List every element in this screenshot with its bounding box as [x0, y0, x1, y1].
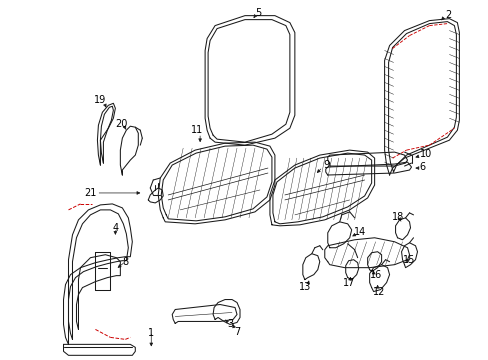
- Text: 7: 7: [233, 327, 240, 337]
- Text: 14: 14: [353, 227, 365, 237]
- Text: 4: 4: [112, 223, 118, 233]
- Text: 2: 2: [445, 10, 450, 20]
- Text: 3: 3: [226, 319, 233, 329]
- Text: 6: 6: [419, 162, 425, 172]
- Text: 1: 1: [148, 328, 154, 338]
- Text: 11: 11: [191, 125, 203, 135]
- Text: 10: 10: [419, 149, 431, 159]
- Text: 5: 5: [254, 8, 261, 18]
- Text: 15: 15: [403, 255, 415, 265]
- Text: 21: 21: [84, 188, 97, 198]
- Text: 12: 12: [373, 287, 385, 297]
- Text: 20: 20: [115, 119, 127, 129]
- Text: 19: 19: [94, 95, 106, 105]
- Text: 17: 17: [342, 278, 354, 288]
- Text: 18: 18: [392, 212, 404, 222]
- Text: 8: 8: [122, 257, 128, 267]
- Text: 16: 16: [369, 270, 381, 280]
- Text: 9: 9: [323, 160, 329, 170]
- Text: 13: 13: [298, 282, 310, 292]
